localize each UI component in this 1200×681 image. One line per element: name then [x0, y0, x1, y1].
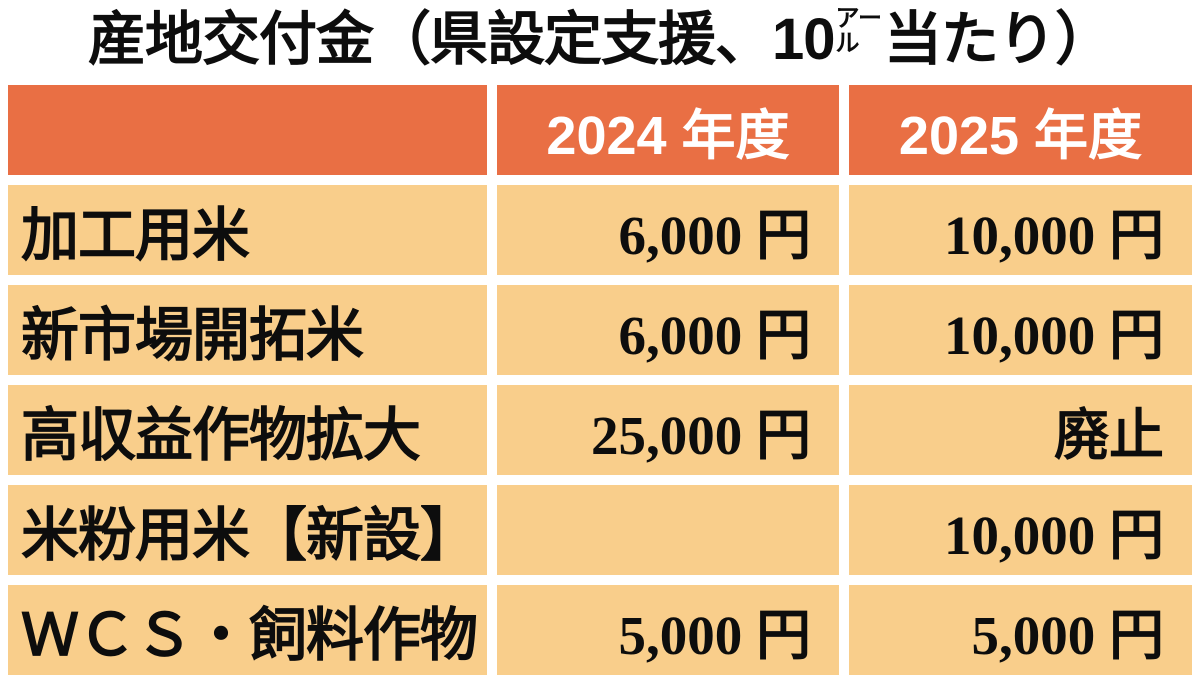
row-3-value-2025: 10,000 円	[849, 485, 1192, 575]
row-3-value-2024	[497, 485, 839, 575]
row-0-value-2024: 6,000 円	[497, 185, 839, 275]
row-2-value-2025: 廃止	[849, 385, 1192, 475]
header-cell-2025: 2025 年度	[849, 85, 1192, 175]
row-label-kakoyomai: 加工用米	[8, 185, 487, 275]
unit-are-top: アー	[835, 5, 883, 32]
row-2-value-2024: 25,000 円	[497, 385, 839, 475]
header-cell-empty	[8, 85, 487, 175]
subsidy-table: 2024 年度 2025 年度 加工用米 6,000 円 10,000 円 新市…	[8, 85, 1192, 675]
row-label-komeko-yomai-shinsetsu: 米粉用米【新設】	[8, 485, 487, 575]
row-label-koshueki-sakumotsu-kakudai: 高収益作物拡大	[8, 385, 487, 475]
row-1-value-2024: 6,000 円	[497, 285, 839, 375]
row-1-value-2025: 10,000 円	[849, 285, 1192, 375]
title-suffix: 当たり）	[884, 7, 1113, 72]
unit-are-bottom: ル	[835, 30, 860, 58]
header-cell-2024: 2024 年度	[497, 85, 839, 175]
row-label-shinshijo-kaitakumai: 新市場開拓米	[8, 285, 487, 375]
row-label-wcs-shiryo-sakumotsu: ＷＣＳ・飼料作物	[8, 585, 487, 675]
title-prefix: 産地交付金（県設定支援、10	[87, 7, 836, 72]
row-4-value-2024: 5,000 円	[497, 585, 839, 675]
chart-title: 産地交付金（県設定支援、10 アール当たり）	[0, 4, 1200, 77]
row-0-value-2025: 10,000 円	[849, 185, 1192, 275]
row-4-value-2025: 5,000 円	[849, 585, 1192, 675]
unit-are-stack: アール	[835, 5, 883, 58]
